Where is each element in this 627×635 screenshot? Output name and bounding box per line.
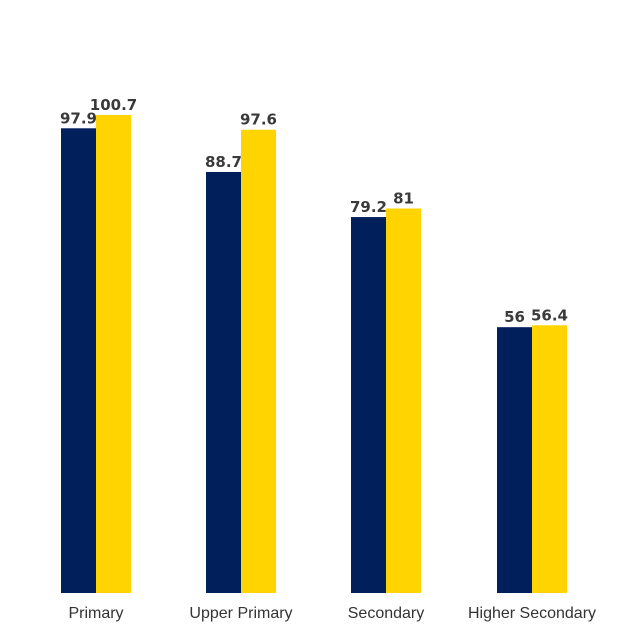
category-labels-group: Primary Upper Primary Secondary Higher Seco… xyxy=(68,605,596,622)
bar-upper-primary-series-1 xyxy=(206,171,241,593)
value-label-primary-series-1: 97.9 xyxy=(60,109,97,127)
bar-primary-series-2 xyxy=(96,115,131,593)
value-label-primary-series-2: 100.7 xyxy=(90,96,137,114)
category-label-primary: Primary xyxy=(68,605,123,622)
value-label-higher-secondary-series-1: 56 xyxy=(504,308,525,326)
bar-upper-primary-series-2 xyxy=(241,129,276,593)
bar-secondary-series-1 xyxy=(351,217,386,594)
category-label-upper-primary: Upper Primary xyxy=(189,605,292,622)
bar-primary-series-1 xyxy=(61,128,96,594)
bar-higher-secondary-series-1 xyxy=(497,327,532,593)
value-label-higher-secondary-series-2: 56.4 xyxy=(531,306,568,324)
bar-secondary-series-2 xyxy=(386,208,421,593)
value-label-upper-primary-series-2: 97.6 xyxy=(240,111,277,129)
bars-group xyxy=(61,115,567,594)
bar-higher-secondary-series-2 xyxy=(532,325,567,593)
value-label-secondary-series-2: 81 xyxy=(393,190,414,208)
value-label-upper-primary-series-1: 88.7 xyxy=(205,153,242,171)
category-label-higher-secondary: Higher Secondary xyxy=(468,605,596,622)
category-label-secondary: Secondary xyxy=(348,605,425,622)
value-label-secondary-series-1: 79.2 xyxy=(350,198,387,216)
